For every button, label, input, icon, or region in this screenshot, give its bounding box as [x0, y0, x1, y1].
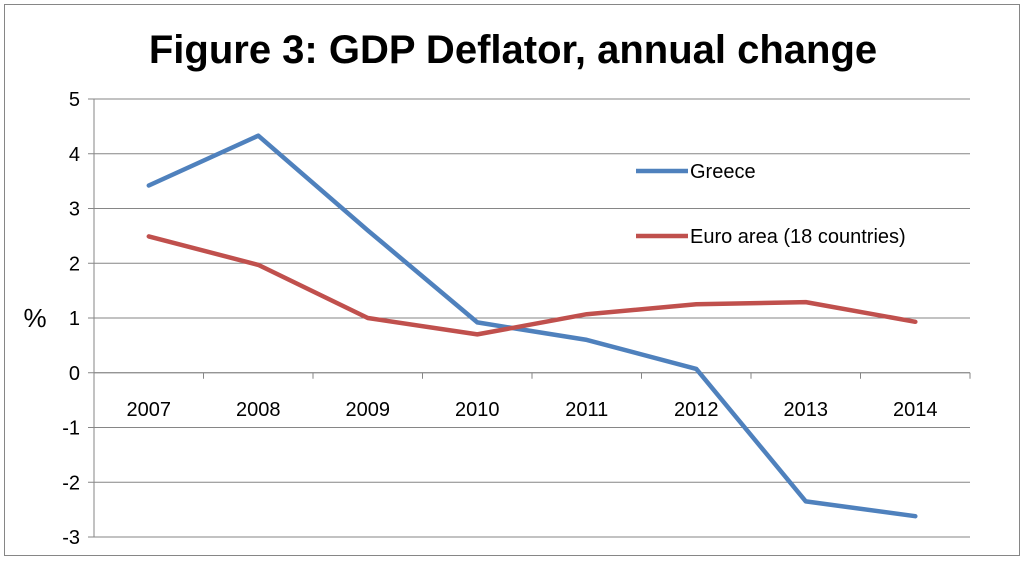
series-line-1: [146, 133, 918, 519]
x-tick-label: 2007: [127, 399, 172, 421]
y-tick-label: 5: [69, 89, 80, 111]
x-tick-label: 2009: [346, 399, 391, 421]
y-tick-label: 1: [69, 308, 80, 330]
legend-label: Greece: [690, 161, 756, 183]
y-tick-label: 3: [69, 199, 80, 221]
x-tick-label: 2008: [236, 399, 281, 421]
x-tick-label: 2013: [784, 399, 829, 421]
chart-frame: [4, 4, 1020, 556]
chart-title: Figure 3: GDP Deflator, annual change: [148, 28, 878, 72]
legend-label: Euro area (18 countries): [690, 226, 906, 248]
series-line-2: [146, 234, 918, 337]
gridlines: [94, 98, 970, 538]
y-tick-label: 0: [69, 363, 80, 385]
x-tick-label: 2014: [893, 399, 938, 421]
x-axis: 2007 2008 2009 2010 2011 2012 2013 2014: [93, 372, 971, 421]
x-tick-label: 2011: [565, 399, 608, 421]
y-axis-label: %: [23, 303, 46, 333]
y-tick-label: -1: [62, 418, 80, 440]
y-tick-label: 4: [69, 144, 80, 166]
series-layer: [146, 133, 918, 519]
y-tick-label: -3: [62, 527, 80, 549]
y-tick-label: -2: [62, 472, 80, 494]
x-tick-label: 2010: [455, 399, 500, 421]
y-tick-label: 2: [69, 253, 80, 275]
y-axis: 5 4 3 2 1 0 -1 -2 -3: [62, 89, 95, 549]
x-tick-label: 2012: [674, 399, 719, 421]
legend: Greece Euro area (18 countries): [636, 161, 906, 248]
